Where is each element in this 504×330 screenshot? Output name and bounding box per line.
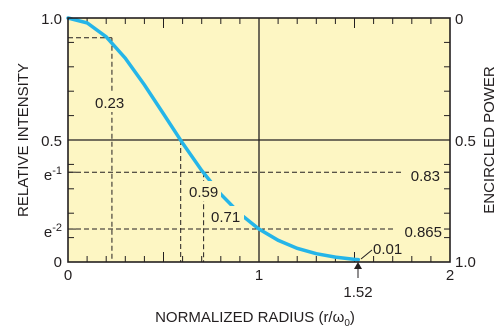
x-tick-label-0: 0 [64,267,72,284]
annotation-001: 0.01 [373,241,402,258]
y2-tick-label-1: 1.0 [455,254,476,271]
annotation-023: 0.23 [95,95,124,112]
y-tick-label-1: 1.0 [41,11,62,28]
y2-axis-title: ENCIRCLED POWER [481,66,498,214]
grid-lines [68,18,450,262]
plot-frame [67,17,451,263]
annotations: 0.23 0.59 0.71 0.83 0.865 0.01 1.52 [92,92,444,301]
y-tick-label-e2: e-2 [44,222,62,241]
y-tick-label-e1: e-1 [44,165,62,184]
annotation-001-pointer [360,249,373,260]
y2-tick-label-05: 0.5 [455,133,476,150]
annotation-059: 0.59 [189,184,218,201]
x-tick-label-2: 2 [446,267,454,284]
annotation-152-arrowhead [354,262,362,269]
annotation-0865: 0.865 [404,224,442,241]
annotation-152: 1.52 [343,284,372,301]
annotation-083: 0.83 [411,168,440,185]
y-tick-label-0: 0 [54,254,62,271]
y-axis-title: RELATIVE INTENSITY [15,63,32,217]
x-tick-label-1: 1 [255,267,263,284]
annotation-071: 0.71 [211,209,240,226]
x-axis-title: NORMALIZED RADIUS (r/ω0) [155,309,355,329]
y-tick-label-05: 0.5 [41,133,62,150]
y2-tick-label-0: 0 [455,11,463,28]
